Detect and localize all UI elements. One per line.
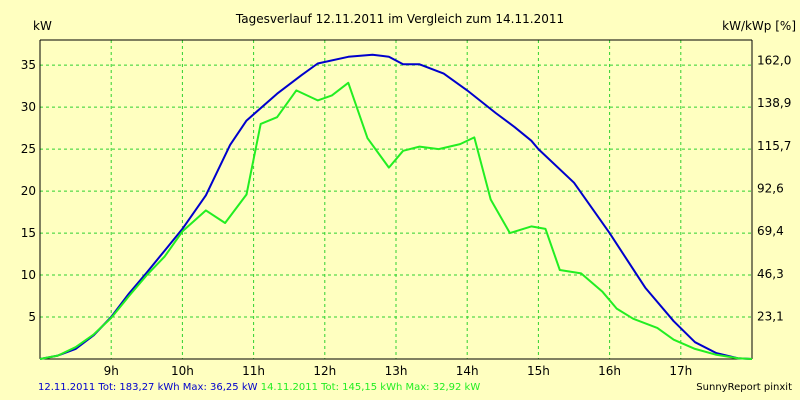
x-tick-label: 14h [456, 364, 479, 378]
y-tick-label-right: 46,3 [757, 267, 784, 281]
summary-line: 12.11.2011 Tot: 183,27 kWh Max: 36,25 kW… [38, 382, 480, 393]
x-tick-label: 15h [527, 364, 550, 378]
y-tick-label-left: 20 [21, 184, 36, 198]
x-tick-label: 12h [313, 364, 336, 378]
y-tick-label-right: 23,1 [757, 309, 784, 323]
right-axis-label: kW/kWp [%] [722, 19, 796, 33]
x-tick-label: 16h [598, 364, 621, 378]
series-line-green [39, 81, 753, 360]
x-tick-label: 11h [242, 364, 265, 378]
x-tick-label: 17h [669, 364, 692, 378]
green-series-summary: 14.11.2011 Tot: 145,15 kWh Max: 32,92 kW [260, 382, 481, 393]
x-tick-label: 10h [171, 364, 194, 378]
y-tick-label-left: 5 [28, 310, 36, 324]
series-group [39, 53, 753, 360]
y-tick-label-left: 15 [21, 226, 36, 240]
chart-title: Tagesverlauf 12.11.2011 im Vergleich zum… [235, 12, 564, 26]
y-tick-label-left: 35 [21, 58, 36, 72]
series-line-blue [39, 53, 753, 360]
axes [39, 39, 753, 360]
footer: 12.11.2011 Tot: 183,27 kWh Max: 36,25 kW… [0, 382, 800, 398]
left-axis-label: kW [33, 19, 52, 33]
y-tick-label-right: 138,9 [757, 96, 791, 110]
y-tick-label-right: 69,4 [757, 224, 784, 238]
x-tick-label: 13h [385, 364, 408, 378]
tick-labels: 9h 10h 11h 12h 13h 14h 15h 16h 17h 5 10 15 20 25 30 35 2… [21, 54, 792, 378]
y-tick-label-right: 162,0 [757, 54, 791, 68]
x-tick-label: 9h [104, 364, 119, 378]
grid [40, 40, 752, 359]
y-tick-label-left: 25 [21, 142, 36, 156]
y-tick-label-right: 92,6 [757, 182, 784, 196]
blue-series-summary: 12.11.2011 Tot: 183,27 kWh Max: 36,25 kW [38, 382, 258, 393]
y-tick-label-left: 10 [21, 268, 36, 282]
credit-text: SunnyReport pinxit [696, 382, 792, 393]
y-tick-label-left: 30 [21, 100, 36, 114]
y-tick-label-right: 115,7 [757, 139, 791, 153]
